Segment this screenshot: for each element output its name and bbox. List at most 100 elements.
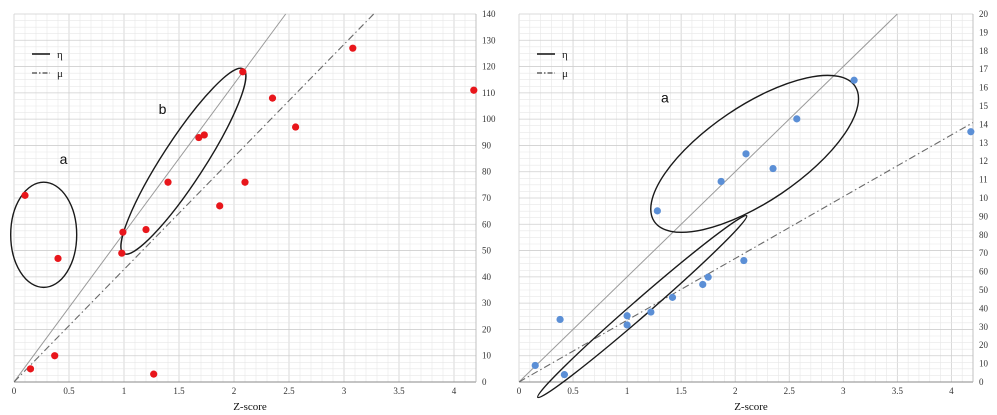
mu-line (14, 13, 375, 382)
x-tick-label: 0.5 (567, 386, 579, 396)
data-point (54, 254, 62, 263)
data-point (653, 207, 661, 215)
data-point (349, 44, 357, 52)
y-tick-label: 90 (482, 140, 492, 150)
x-tick-label: 0 (517, 386, 522, 396)
data-point (793, 115, 801, 123)
y-tick-label: 20 (979, 340, 989, 350)
x-axis-title: Z-score (233, 401, 267, 413)
legend-label: μ (562, 68, 568, 80)
cluster-label-a: a (60, 151, 68, 167)
x-tick-label: 1 (122, 386, 127, 396)
y-tick-label: 19 (979, 27, 989, 37)
data-point (142, 225, 150, 234)
y-tick-label: 100 (482, 114, 496, 124)
x-axis-title: Z-score (734, 401, 768, 413)
cluster-ellipse-a (650, 74, 860, 234)
x-tick-label: 1.5 (173, 386, 185, 396)
data-point (26, 365, 35, 373)
y-tick-label: 14 (979, 119, 989, 129)
y-tick-label: 50 (979, 285, 989, 295)
data-point (241, 178, 249, 186)
x-tick-label: 0.5 (63, 386, 75, 396)
y-tick-label: 130 (482, 35, 496, 45)
y-tick-label: 13 (979, 138, 989, 148)
y-tick-label: 120 (482, 62, 496, 72)
y-tick-label: 70 (482, 193, 492, 203)
data-point (647, 308, 655, 316)
gridlines (13, 13, 477, 383)
y-tick-label: 40 (979, 303, 989, 313)
cluster-label-a: a (661, 89, 669, 105)
data-point (195, 133, 203, 142)
y-tick-label: 0 (979, 377, 984, 387)
y-tick-label: 30 (482, 298, 492, 308)
data-point (21, 191, 29, 199)
data-point (717, 177, 725, 186)
legend-label: η (562, 49, 568, 61)
data-point (769, 164, 777, 173)
cluster-ellipse-b (120, 67, 247, 255)
x-tick-label: 4 (949, 386, 954, 396)
data-point (118, 249, 126, 257)
x-tick-label: 4 (452, 386, 457, 396)
data-point (556, 315, 564, 324)
data-point (704, 273, 712, 281)
y-tick-label: 60 (979, 267, 989, 277)
data-point (740, 256, 748, 265)
data-point (239, 68, 247, 76)
legend-label: μ (57, 68, 63, 80)
data-point (623, 321, 631, 329)
data-point (150, 370, 158, 378)
data-point (699, 280, 707, 289)
data-point (51, 352, 59, 360)
x-tick-label: 3 (342, 386, 347, 396)
data-point (268, 94, 277, 102)
y-tick-label: 70 (979, 248, 989, 258)
y-tick-label: 50 (482, 246, 492, 256)
data-point (623, 312, 631, 320)
chart-panel-left: 0 0.5 1 1.5 2 2.5 3 3.5 401020304050607080901001… (10, 9, 496, 413)
data-point (850, 76, 858, 84)
y-tick-label: 16 (979, 83, 989, 93)
cluster-label-b: b (159, 101, 167, 117)
x-tick-label: 2 (232, 386, 237, 396)
y-tick-label: 20 (482, 324, 492, 334)
chart-panel-right: 0 0.5 1 1.5 2 2.5 3 3.5 401020304050607080901011… (517, 9, 989, 413)
legend: ημ (537, 49, 568, 80)
legend-label: η (57, 49, 63, 61)
y-tick-label: 10 (979, 193, 989, 203)
y-tick-label: 15 (979, 101, 989, 111)
data-point (119, 228, 127, 236)
y-tick-label: 17 (979, 64, 989, 74)
y-tick-label: 140 (482, 9, 496, 19)
y-tick-label: 80 (482, 167, 492, 177)
gridlines (518, 13, 974, 383)
x-tick-label: 3.5 (393, 386, 405, 396)
data-point (470, 86, 478, 94)
x-tick-label: 2.5 (283, 386, 295, 396)
data-point (742, 150, 750, 158)
cluster-ellipse-a (10, 181, 78, 289)
y-tick-label: 40 (482, 272, 492, 282)
y-tick-label: 10 (482, 351, 492, 361)
y-tick-label: 110 (482, 88, 496, 98)
y-tick-label: 11 (979, 175, 988, 185)
y-tick-label: 0 (482, 377, 487, 387)
data-point (164, 178, 172, 186)
x-tick-label: 3 (841, 386, 846, 396)
y-tick-label: 30 (979, 322, 989, 332)
data-point (531, 361, 539, 370)
x-tick-label: 2.5 (784, 386, 796, 396)
x-tick-label: 2 (733, 386, 738, 396)
y-tick-label: 60 (482, 219, 492, 229)
y-tick-label: 18 (979, 46, 989, 56)
data-point (292, 123, 300, 131)
y-tick-label: 90 (979, 211, 989, 221)
data-point (200, 131, 208, 139)
data-point (967, 128, 975, 136)
data-point (560, 371, 569, 379)
eta-line (14, 13, 287, 382)
x-tick-label: 3.5 (892, 386, 904, 396)
